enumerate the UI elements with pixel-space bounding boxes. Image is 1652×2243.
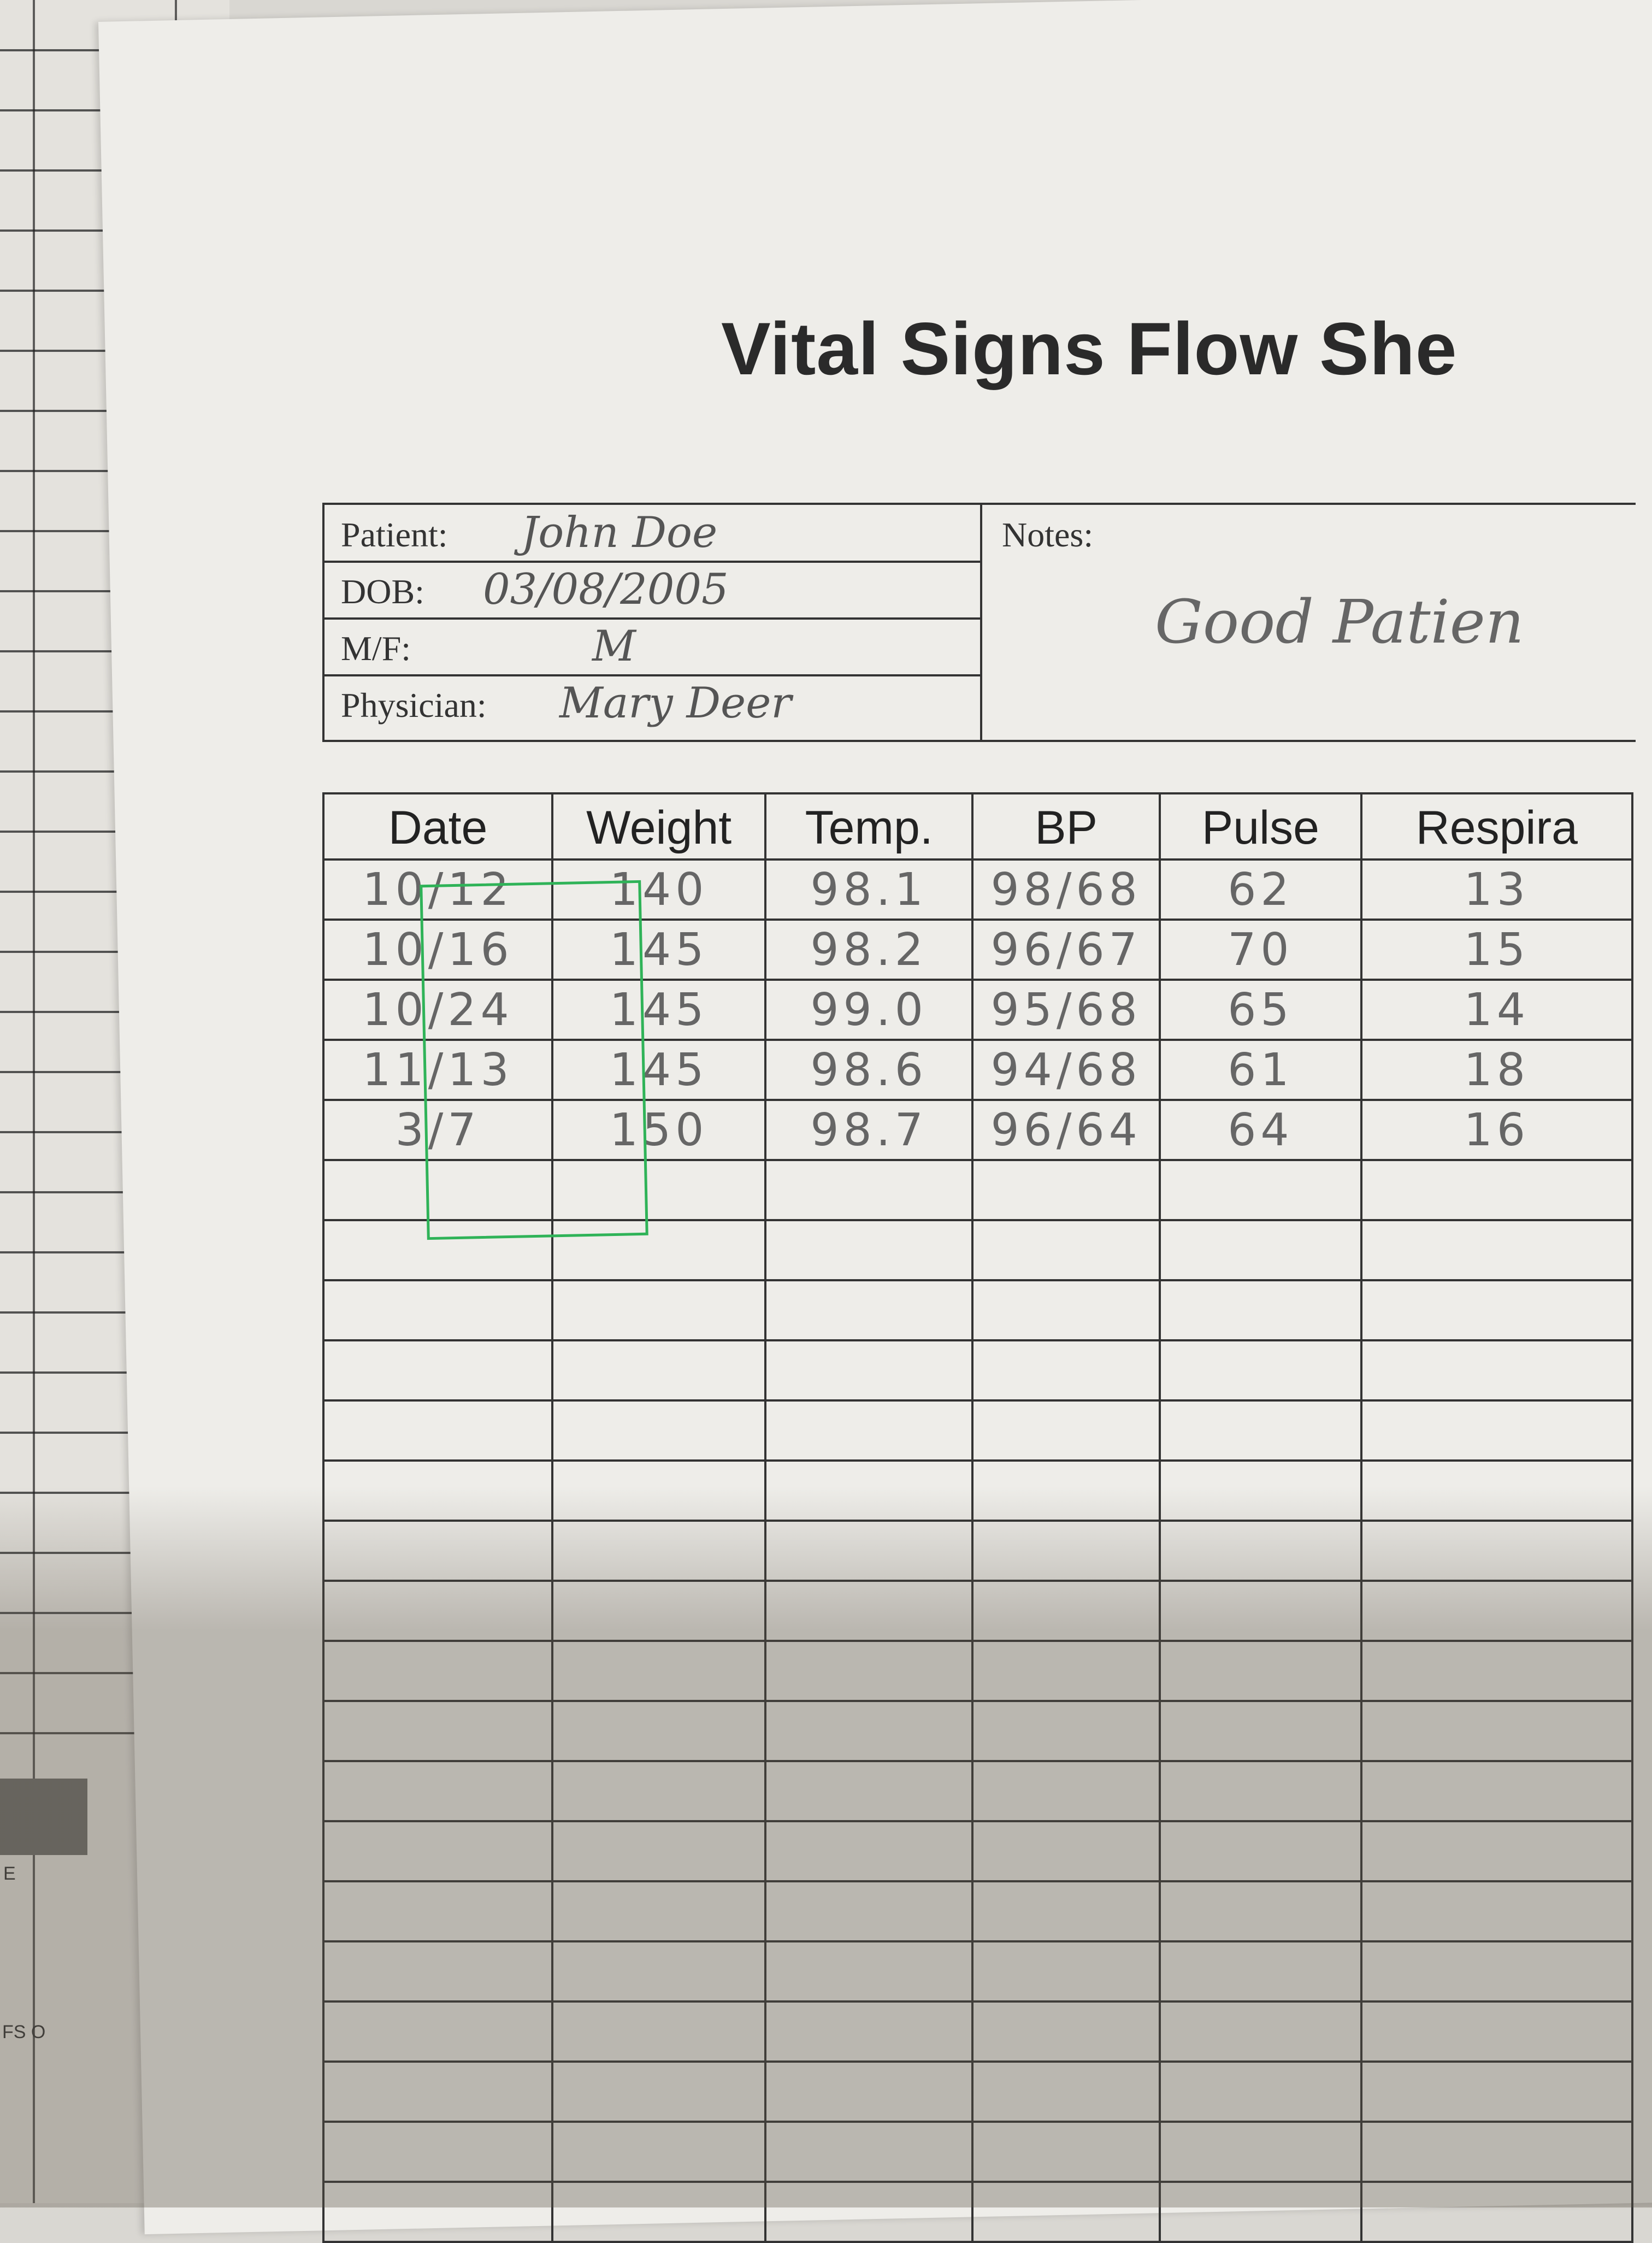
grid-line	[0, 891, 229, 893]
weight-cell: 145	[551, 919, 767, 981]
grid-line	[0, 1251, 229, 1253]
physician-label: Physician:	[341, 686, 487, 725]
empty-row	[322, 1159, 1634, 1221]
sex-row: M/F: M	[324, 619, 980, 676]
sex-value: M	[592, 622, 636, 671]
dob-row: DOB: 03/08/2005	[324, 562, 980, 620]
respiration-cell: 18	[1360, 1039, 1634, 1101]
bp-cell: 96/67	[971, 919, 1161, 981]
physician-name: Mary Deer	[559, 679, 792, 728]
dark-band	[0, 1779, 87, 1855]
respiration-cell: 15	[1360, 919, 1634, 981]
background-text-fragment: FS O	[2, 2022, 46, 2042]
column-header-pulse: Pulse	[1159, 792, 1362, 861]
vitals-table: Date Weight Temp. BP Pulse Respira 10/12…	[322, 792, 1634, 2243]
bp-cell: 98/68	[971, 858, 1161, 921]
table-row: 11/13 145 98.6 94/68 61 18	[322, 1039, 1634, 1101]
dob-label: DOB:	[341, 572, 424, 611]
table-row: 3/7 150 98.7 96/64 64 16	[322, 1099, 1634, 1161]
pulse-cell: 62	[1159, 858, 1362, 921]
weight-cell: 145	[551, 1039, 767, 1101]
grid-line	[33, 0, 35, 2203]
empty-row	[322, 1279, 1634, 1341]
date-cell: 11/13	[322, 1039, 554, 1101]
empty-row	[322, 2181, 1634, 2243]
empty-row	[322, 2061, 1634, 2123]
empty-row	[322, 1219, 1634, 1281]
weight-cell: 140	[551, 858, 767, 921]
table-row: 10/24 145 99.0 95/68 65 14	[322, 979, 1634, 1041]
grid-line	[0, 1492, 229, 1494]
empty-row	[322, 1640, 1634, 1702]
pulse-cell: 61	[1159, 1039, 1362, 1101]
notes-value: Good Patien	[1155, 587, 1524, 657]
bp-cell: 95/68	[971, 979, 1161, 1041]
empty-row	[322, 1880, 1634, 1942]
temp-cell: 99.0	[764, 979, 974, 1041]
empty-row	[322, 1760, 1634, 1822]
grid-line	[0, 951, 229, 953]
grid-line	[0, 1732, 229, 1734]
patient-info-box: Patient: John Doe DOB: 03/08/2005 M/F: M…	[322, 503, 1636, 742]
empty-row	[322, 2000, 1634, 2063]
temp-cell: 98.1	[764, 858, 974, 921]
temp-cell: 98.7	[764, 1099, 974, 1161]
empty-row	[322, 1940, 1634, 2003]
table-row: 10/12 140 98.1 98/68 62 13	[322, 858, 1634, 921]
empty-row	[322, 1459, 1634, 1522]
date-cell: 10/16	[322, 919, 554, 981]
grid-line	[0, 1011, 229, 1013]
grid-line	[0, 1432, 229, 1434]
patient-row: Patient: John Doe	[324, 505, 980, 563]
pulse-cell: 65	[1159, 979, 1362, 1041]
grid-line	[0, 1612, 229, 1614]
notes-label: Notes:	[1002, 515, 1094, 554]
grid-line	[0, 1131, 229, 1133]
grid-line	[0, 831, 229, 833]
pulse-cell: 70	[1159, 919, 1362, 981]
empty-row	[322, 1700, 1634, 1762]
table-row: 10/16 145 98.2 96/67 70 15	[322, 919, 1634, 981]
empty-row	[322, 1580, 1634, 1642]
physician-row: Physician: Mary Deer	[324, 675, 980, 731]
dob-value: 03/08/2005	[483, 565, 729, 614]
bp-cell: 96/64	[971, 1099, 1161, 1161]
grid-line	[0, 1191, 229, 1193]
column-header-respiration: Respira	[1360, 792, 1634, 861]
pulse-cell: 64	[1159, 1099, 1362, 1161]
bp-cell: 94/68	[971, 1039, 1161, 1101]
empty-row	[322, 2121, 1634, 2183]
table-header-row: Date Weight Temp. BP Pulse Respira	[322, 792, 1634, 861]
column-header-temp: Temp.	[764, 792, 974, 861]
page-title: Vital Signs Flow She	[721, 307, 1458, 390]
respiration-cell: 13	[1360, 858, 1634, 921]
respiration-cell: 14	[1360, 979, 1634, 1041]
date-cell: 10/12	[322, 858, 554, 921]
sex-label: M/F:	[341, 629, 411, 668]
empty-row	[322, 1820, 1634, 1882]
grid-line	[0, 1672, 229, 1674]
grid-line	[0, 1071, 229, 1073]
grid-line	[0, 1371, 229, 1374]
respiration-cell: 16	[1360, 1099, 1634, 1161]
column-header-date: Date	[322, 792, 554, 861]
patient-details: Patient: John Doe DOB: 03/08/2005 M/F: M…	[324, 505, 982, 740]
patient-name: John Doe	[521, 508, 718, 557]
date-cell: 10/24	[322, 979, 554, 1041]
empty-row	[322, 1520, 1634, 1582]
empty-row	[322, 1339, 1634, 1402]
background-text-fragment: E	[3, 1863, 16, 1884]
grid-line	[0, 1552, 229, 1554]
date-cell: 3/7	[322, 1099, 554, 1161]
temp-cell: 98.2	[764, 919, 974, 981]
column-header-weight: Weight	[551, 792, 767, 861]
weight-cell: 150	[551, 1099, 767, 1161]
grid-line	[0, 1311, 229, 1314]
weight-cell: 145	[551, 979, 767, 1041]
column-header-bp: BP	[971, 792, 1161, 861]
temp-cell: 98.6	[764, 1039, 974, 1101]
empty-row	[322, 1399, 1634, 1462]
patient-label: Patient:	[341, 515, 448, 554]
